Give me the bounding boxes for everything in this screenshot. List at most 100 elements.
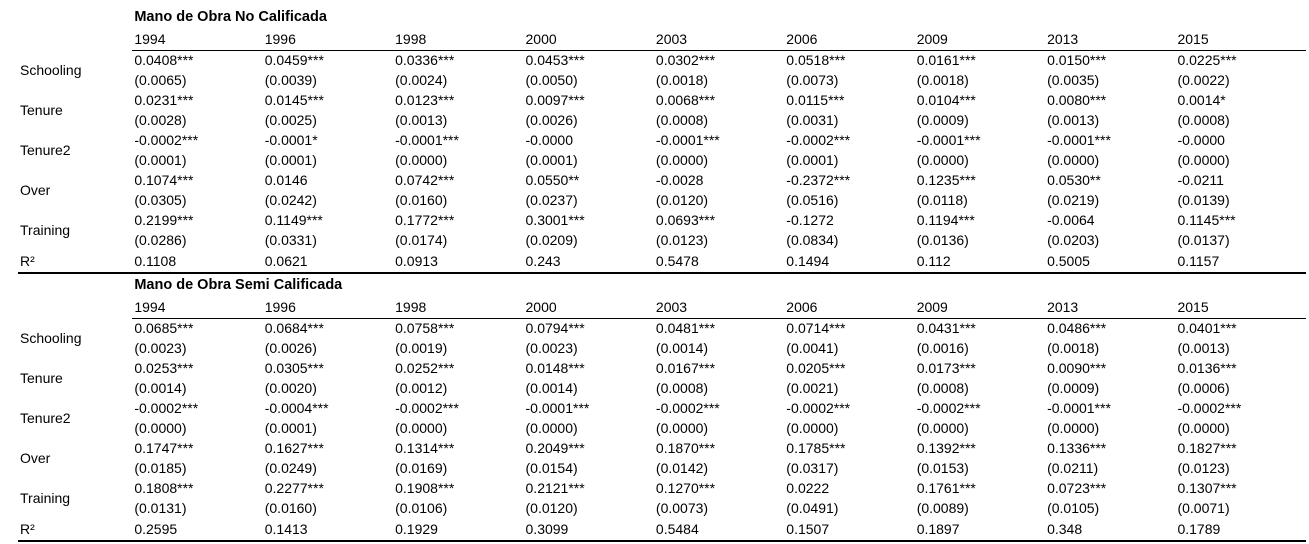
standard-error-value: (0.0000) (916, 420, 969, 437)
standard-error-value: (0.0000) (395, 420, 448, 437)
coefficient-value: 0.0459*** (264, 52, 324, 69)
coefficient-value: 0.0090*** (1047, 360, 1107, 377)
coefficient-value: -0.0001*** (655, 132, 720, 149)
r2-value: 0.1108 (132, 251, 263, 274)
standard-error-value: (0.0071) (1177, 500, 1230, 517)
panel-title: Mano de Obra No Calificada (134, 8, 327, 25)
standard-error-value: (0.0000) (395, 152, 448, 169)
r2-value: 0.348 (1045, 519, 1176, 542)
standard-error-value: (0.0185) (134, 460, 187, 477)
coefficient-value: 0.0684*** (264, 320, 324, 337)
coefficient-value: 0.0714*** (786, 320, 846, 337)
standard-error-value: (0.0153) (916, 460, 969, 477)
coefficient-value: 0.0136*** (1177, 360, 1237, 377)
coefficient-value: 0.3001*** (525, 212, 585, 229)
coefficient-row: Tenure 0.0231*** 0.0145*** 0.0123*** 0.0097*… (18, 91, 1306, 118)
row-label-spacer (18, 29, 132, 51)
coefficient-value: 0.0014* (1177, 92, 1226, 109)
coefficient-value: -0.0001*** (1047, 400, 1111, 417)
coefficient-row: Training 0.1808*** 0.2277*** 0.1908*** 0.212… (18, 479, 1306, 506)
coefficient-value: -0.0000 (525, 132, 573, 149)
standard-error-value: (0.0000) (786, 420, 839, 437)
standard-error-value: (0.0026) (264, 340, 317, 357)
coefficient-value: 0.1235*** (916, 172, 976, 189)
coefficient-value: 0.0205*** (786, 360, 846, 377)
r2-label: R² (18, 251, 133, 274)
row-label: Tenure2 (20, 410, 71, 427)
standard-error-value: (0.0154) (525, 460, 578, 477)
standard-error-value: (0.0000) (916, 152, 969, 169)
coefficient-value: 0.0758*** (395, 320, 455, 337)
standard-error-value: (0.0028) (134, 112, 187, 129)
year-header: 2006 (784, 29, 915, 51)
standard-error-row: (0.0023) (0.0026) (0.0019) (0.0023) (0.0014)… (18, 339, 1306, 359)
standard-error-value: (0.0123) (655, 232, 709, 249)
standard-error-value: (0.0009) (916, 112, 969, 129)
coefficient-value: 0.0068*** (655, 92, 716, 109)
r2-value: 0.1494 (784, 251, 915, 274)
standard-error-row: (0.0286) (0.0331) (0.0174) (0.0209) (0.0123)… (18, 231, 1306, 251)
standard-error-value: (0.0012) (395, 380, 448, 397)
row-label-spacer (18, 297, 132, 319)
r-squared-row: R² 0.1108 0.0621 0.0913 0.243 0.5478 0.1494 0.1… (18, 251, 1306, 274)
standard-error-value: (0.0001) (786, 152, 839, 169)
standard-error-value: (0.0118) (916, 192, 968, 209)
coefficient-value: 0.0486*** (1047, 320, 1107, 337)
year-header: 2000 (523, 297, 654, 319)
coefficient-value: -0.0002*** (1177, 400, 1242, 417)
standard-error-row: (0.0185) (0.0249) (0.0169) (0.0154) (0.0142)… (18, 459, 1306, 479)
standard-error-value: (0.0211) (1047, 460, 1099, 477)
coefficient-value: 0.0550** (525, 172, 580, 189)
standard-error-value: (0.0023) (525, 340, 578, 357)
standard-error-row: (0.0000) (0.0001) (0.0000) (0.0000) (0.0000)… (18, 419, 1306, 439)
coefficient-value: 0.0794*** (525, 320, 585, 337)
standard-error-value: (0.0001) (264, 152, 317, 169)
standard-error-value: (0.0286) (134, 232, 187, 249)
coefficient-value: 0.0336*** (395, 52, 455, 69)
coefficient-value: -0.0002*** (134, 400, 199, 417)
standard-error-value: (0.0014) (134, 380, 187, 397)
coefficient-value: 0.1307*** (1177, 480, 1237, 497)
standard-error-value: (0.0008) (655, 380, 709, 397)
standard-error-value: (0.0009) (1047, 380, 1100, 397)
r2-value: 0.1413 (262, 519, 394, 542)
standard-error-value: (0.0136) (916, 232, 969, 249)
coefficient-value: 0.1808*** (134, 480, 194, 497)
standard-error-value: (0.0021) (786, 380, 839, 397)
r2-value: 0.3099 (523, 519, 654, 542)
year-header: 1998 (393, 29, 524, 51)
coefficient-value: 0.1627*** (264, 440, 324, 457)
coefficient-row: Schooling 0.0408*** 0.0459*** 0.0336*** 0.04… (18, 51, 1306, 78)
coefficient-value: 0.2049*** (525, 440, 585, 457)
coefficient-value: 0.1870*** (655, 440, 716, 457)
standard-error-value: (0.0019) (395, 340, 448, 357)
coefficient-value: 0.0481*** (655, 320, 716, 337)
panel-title-row: Mano de Obra Semi Calificada (18, 273, 1306, 297)
standard-error-value: (0.0169) (395, 460, 448, 477)
standard-error-value: (0.0203) (1047, 232, 1100, 249)
row-label: Over (20, 450, 51, 467)
coefficient-value: 0.1149*** (264, 212, 323, 229)
coefficient-value: 0.1336*** (1047, 440, 1107, 457)
r2-value: 0.1897 (914, 519, 1046, 542)
standard-error-value: (0.0050) (525, 72, 578, 89)
row-label: Tenure2 (20, 142, 71, 159)
standard-error-value: (0.0000) (655, 420, 709, 437)
row-label: Over (20, 182, 51, 199)
year-header: 1994 (132, 297, 263, 319)
coefficient-value: 0.0146 (264, 172, 308, 189)
standard-error-value: (0.0018) (916, 72, 969, 89)
coefficient-value: -0.0064 (1047, 212, 1095, 229)
standard-error-value: (0.0089) (916, 500, 969, 517)
coefficient-value: 0.0518*** (786, 52, 846, 69)
coefficient-value: 0.1772*** (395, 212, 455, 229)
standard-error-value: (0.0139) (1177, 192, 1230, 209)
coefficient-value: 0.2199*** (134, 212, 194, 229)
year-header-row: 1994 1996 1998 2000 2003 2006 2009 2013 2015 (18, 29, 1306, 51)
coefficient-row: Schooling 0.0685*** 0.0684*** 0.0758*** 0.07… (18, 319, 1306, 346)
standard-error-value: (0.0001) (525, 152, 578, 169)
standard-error-row: (0.0014) (0.0020) (0.0012) (0.0014) (0.0008)… (18, 379, 1306, 399)
coefficient-value: 0.0167*** (655, 360, 716, 377)
standard-error-value: (0.0331) (264, 232, 317, 249)
r2-value: 0.243 (523, 251, 654, 274)
